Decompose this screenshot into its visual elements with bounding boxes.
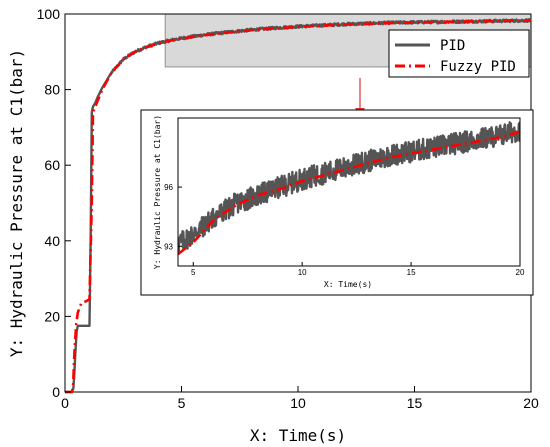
main-x-tick-label: 15 <box>407 395 423 411</box>
inset-axes: 5 10 15 20 93 96 <box>164 183 525 277</box>
main-y-tick-label: 80 <box>44 82 60 98</box>
legend-fuzzy-label: Fuzzy PID <box>440 59 516 75</box>
main-y-tick-label: 60 <box>44 157 60 173</box>
main-series-fuzzy-line <box>65 19 532 394</box>
main-x-axis-label: X: Time(s) <box>250 426 346 445</box>
inset-x-tick-label: 15 <box>407 268 416 277</box>
main-y-tick-label: 40 <box>44 233 60 249</box>
main-series-pid-line <box>65 17 532 394</box>
inset-x-tick-label: 20 <box>516 268 525 277</box>
inset-series-pid-line <box>178 121 520 253</box>
main-y-axis-label: Y: Hydraulic Pressure at C1(bar) <box>7 49 26 357</box>
legend-pid-label: PID <box>440 38 465 54</box>
main-x-tick-label: 10 <box>290 395 306 411</box>
inset-x-tick-label: 10 <box>298 268 307 277</box>
main-x-tick-label: 0 <box>61 395 69 411</box>
main-y-tick-label: 100 <box>37 6 61 22</box>
inset-plot-frame <box>177 117 521 267</box>
inset-series-fuzzy-line <box>178 130 520 256</box>
main-x-tick-label: 5 <box>178 395 186 411</box>
main-x-tick-label: 20 <box>523 395 539 411</box>
main-series-group <box>65 17 532 394</box>
legend: PID Fuzzy PID <box>388 29 530 78</box>
inset-x-tick-label: 5 <box>191 268 196 277</box>
main-axes: 0 5 10 15 20 0 20 40 60 80 100 <box>37 6 539 411</box>
inset-series-group <box>178 121 520 256</box>
inset-y-tick-label: 93 <box>164 242 173 251</box>
inset-y-axis-label: Y: Hydraulic Pressure at C1(bar) <box>153 115 162 269</box>
main-y-tick-label: 20 <box>44 308 60 324</box>
inset-y-tick-label: 96 <box>164 183 173 192</box>
legend-box <box>388 29 530 78</box>
main-y-tick-label: 0 <box>52 384 60 400</box>
inset-x-axis-label: X: Time(s) <box>324 280 372 289</box>
